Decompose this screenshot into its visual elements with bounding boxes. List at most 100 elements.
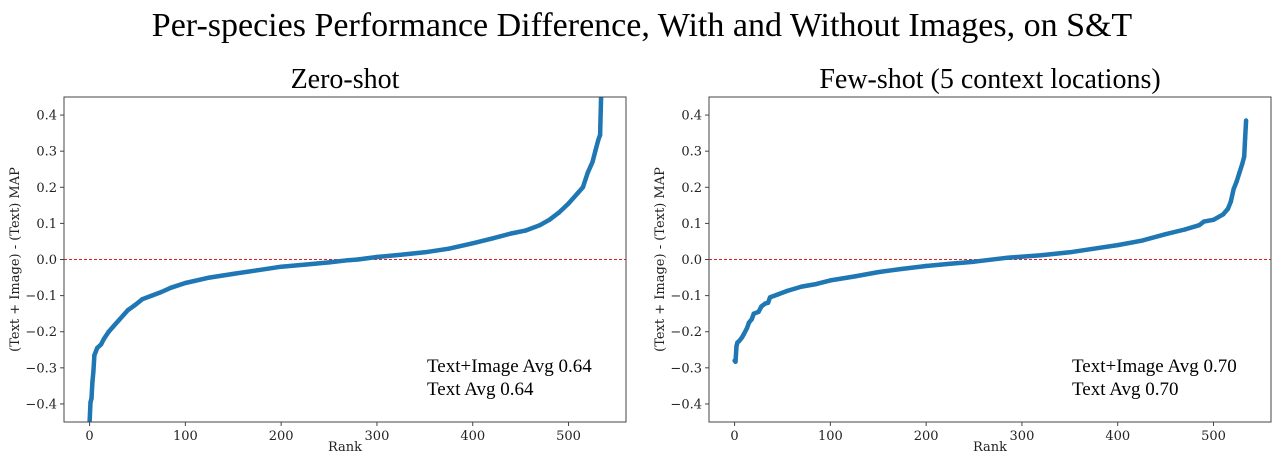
x-tick-label: 400 [460, 429, 485, 444]
data-point [346, 258, 351, 263]
data-point [923, 263, 929, 269]
data-point [1163, 232, 1168, 237]
y-tick-label: −0.4 [25, 397, 57, 412]
figure-title: Per-species Performance Difference, With… [152, 7, 1133, 44]
y-tick-label: −0.3 [25, 361, 57, 376]
y-tick-label: −0.3 [670, 361, 702, 376]
data-point [120, 313, 126, 318]
data-point [140, 297, 145, 302]
data-point [508, 231, 514, 236]
data-point [1005, 255, 1010, 260]
data-point [446, 246, 451, 251]
data-point [749, 316, 755, 322]
x-tick-label: 300 [1010, 429, 1035, 444]
data-point [547, 217, 552, 222]
data-point [947, 261, 953, 267]
data-point [355, 257, 360, 262]
data-point [598, 97, 604, 100]
data-point [422, 250, 428, 255]
avg-annotation: Text+Image Avg 0.64 [427, 356, 592, 377]
data-point [91, 369, 96, 374]
data-point [1196, 222, 1202, 228]
series-group [87, 97, 604, 422]
y-tick-label: −0.1 [670, 289, 702, 304]
data-point [785, 288, 790, 294]
data-point [255, 268, 260, 273]
data-point [734, 343, 739, 349]
x-tick-label: 300 [365, 429, 390, 444]
data-point [111, 324, 116, 329]
data-point [765, 300, 771, 306]
data-point [149, 293, 155, 298]
data-point [1091, 246, 1096, 251]
data-point [89, 396, 94, 401]
data-point [1220, 212, 1226, 217]
y-tick-label: 0.4 [681, 109, 702, 124]
subplot-title: Few-shot (5 context locations) [819, 64, 1160, 95]
data-point [398, 252, 404, 258]
data-point [556, 210, 562, 215]
data-point [207, 275, 212, 280]
data-point [125, 307, 131, 313]
data-point [971, 259, 977, 264]
avg-annotation: Text+Image Avg 0.70 [1072, 356, 1237, 377]
data-point [740, 334, 745, 340]
data-point [775, 292, 780, 297]
y-tick-label: 0.3 [36, 145, 57, 160]
data-point [741, 331, 747, 336]
data-point [580, 185, 586, 190]
data-point [744, 325, 750, 331]
x-tick-label: 500 [556, 429, 581, 444]
data-point [1225, 206, 1231, 212]
data-point [575, 190, 581, 195]
data-point [1243, 118, 1249, 123]
subplot-title: Zero-shot [291, 64, 400, 95]
x-tick-label: 400 [1105, 429, 1130, 444]
data-point [1115, 242, 1120, 248]
data-point [523, 228, 528, 233]
data-point [231, 271, 236, 277]
x-tick-label: 100 [173, 429, 198, 444]
data-point [596, 138, 601, 143]
data-point [737, 338, 742, 343]
data-point [828, 278, 833, 283]
data-point [470, 241, 475, 246]
y-tick-label: 0.2 [36, 181, 57, 196]
data-point [767, 295, 773, 300]
data-point [566, 201, 571, 206]
data-point [132, 303, 137, 308]
data-point [1240, 161, 1245, 167]
data-point [590, 159, 595, 165]
y-tick-label: 0.1 [681, 217, 702, 232]
y-axis-label: (Text + Image) - (Text) MAP [8, 167, 23, 352]
avg-annotation: Text Avg 0.64 [427, 379, 534, 400]
data-point [876, 269, 881, 275]
data-point [168, 285, 174, 290]
data-point [1211, 217, 1216, 222]
data-point [799, 284, 804, 289]
data-point [1231, 186, 1236, 192]
data-point [756, 309, 761, 315]
y-tick-label: 0.0 [36, 253, 57, 268]
y-tick-label: 0.1 [36, 217, 57, 232]
data-point [1241, 154, 1247, 159]
y-tick-label: −0.4 [670, 397, 702, 412]
series-group [732, 118, 1249, 364]
data-point [90, 380, 95, 385]
data-point [1182, 227, 1187, 232]
data-point [116, 318, 121, 324]
data-point [1242, 136, 1248, 141]
data-point [759, 304, 764, 309]
y-tick-label: 0.4 [36, 109, 57, 124]
series-line [732, 120, 1249, 364]
data-point [302, 262, 308, 267]
data-point [106, 329, 111, 334]
x-tick-label: 200 [269, 429, 294, 444]
x-axis-label: Rank [328, 440, 362, 455]
data-point [95, 345, 100, 351]
data-point [92, 352, 97, 358]
data-point [597, 132, 603, 138]
data-point [1201, 219, 1207, 224]
avg-annotation: Text Avg 0.70 [1072, 379, 1179, 400]
